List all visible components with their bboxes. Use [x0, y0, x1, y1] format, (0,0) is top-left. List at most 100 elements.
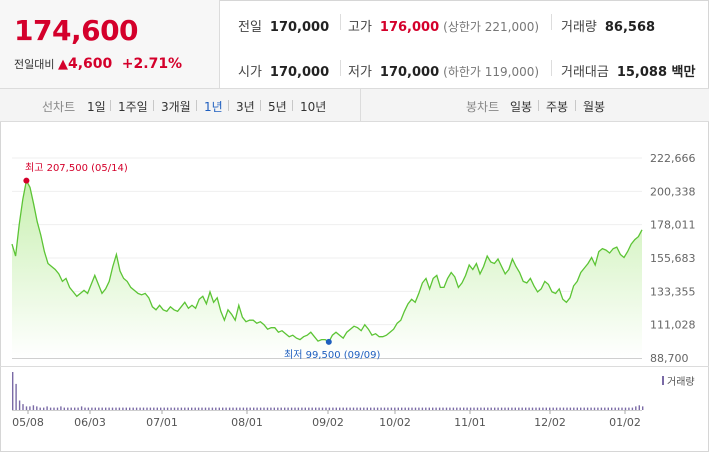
volume-bar [597, 407, 599, 410]
volume-bar [49, 407, 52, 410]
volume-bar [266, 407, 269, 410]
volume-bar [555, 407, 558, 410]
volume-bar [421, 407, 424, 410]
volume-bar [624, 407, 627, 410]
volume-bar [342, 407, 344, 410]
period-10y[interactable]: 10년 [300, 100, 327, 114]
separator [538, 100, 539, 111]
volume-bar [318, 407, 320, 410]
volume-bar [473, 407, 475, 410]
volume-bar [335, 407, 337, 410]
max-marker [23, 177, 30, 184]
volume-bar [277, 407, 279, 410]
period-1y[interactable]: 1년 [204, 100, 223, 114]
period-1w[interactable]: 1주일 [118, 100, 148, 114]
period-5y[interactable]: 5년 [268, 100, 287, 114]
volume-bar [297, 407, 300, 410]
volume-bar [531, 407, 534, 410]
volume-bar [435, 407, 437, 410]
volume-bar [642, 406, 644, 410]
volume-bar [438, 407, 441, 410]
x-tick-label: 01/02 [609, 416, 641, 429]
volume-bar [32, 405, 35, 411]
volume-bar [129, 407, 131, 410]
divider [340, 14, 341, 30]
volume-bar [156, 407, 158, 410]
candle-daily[interactable]: 일봉 [510, 100, 533, 114]
period-3m[interactable]: 3개월 [161, 100, 191, 114]
volume-bar [370, 407, 372, 410]
volume-bar [401, 407, 403, 410]
volume-bar [580, 407, 582, 410]
volume-bar [345, 407, 348, 410]
volume-bar [135, 407, 138, 410]
volume-bar [84, 407, 86, 410]
volume-bar [246, 407, 248, 410]
volume-bar [476, 407, 479, 410]
change-value: 4,600 [67, 56, 113, 72]
price-box: 174,600 전일대비 ▲4,600 +2.71% [0, 0, 220, 88]
volume-bar [270, 407, 272, 410]
volume-bar [339, 407, 341, 410]
volume-bar [614, 407, 616, 410]
volume-bar [356, 407, 358, 410]
volume-bar [325, 407, 327, 410]
volume-bar [153, 407, 155, 410]
volume-bar [573, 407, 575, 410]
volume-bar [301, 407, 303, 410]
volume-bar [583, 407, 585, 410]
volume-bar [387, 407, 389, 410]
separator [292, 100, 293, 111]
volume-bar [525, 407, 527, 410]
volume-bar [363, 407, 365, 410]
separator [228, 100, 229, 111]
volume-bar [514, 407, 516, 410]
stat-open: 시가 170,000 [238, 61, 329, 80]
volume-bar [163, 407, 165, 410]
volume-bar [87, 407, 90, 410]
volume-bar [290, 407, 293, 410]
volume-bar [383, 407, 386, 410]
volume-legend-swatch [662, 376, 664, 385]
candle-monthly[interactable]: 월봉 [583, 100, 606, 114]
period-1d[interactable]: 1일 [87, 100, 106, 114]
volume-bar [321, 407, 324, 410]
volume-bar [15, 383, 17, 410]
candle-weekly[interactable]: 주봉 [546, 100, 569, 114]
volume-bar [166, 407, 169, 410]
volume-legend: 거래량 [667, 376, 695, 388]
stat-value: 86,568 [604, 20, 656, 35]
volume-bar [376, 407, 379, 410]
volume-bar [232, 407, 234, 410]
volume-bar [538, 407, 541, 410]
stat-value: 15,088 백만 [616, 65, 696, 80]
volume-bar [490, 407, 492, 410]
volume-bar [576, 407, 578, 410]
volume-bar [552, 407, 554, 410]
volume-bar [22, 404, 24, 410]
stat-label: 거래대금 [561, 65, 609, 80]
x-tick-label: 09/02 [312, 416, 344, 429]
lower-limit: (하한가 119,000) [443, 65, 540, 79]
volume-bar [380, 407, 382, 410]
y-tick-label: 111,028 [650, 319, 696, 332]
up-arrow-icon: ▲ [57, 57, 68, 72]
change-row: 전일대비 ▲4,600 +2.71% [14, 56, 182, 72]
divider [551, 60, 552, 76]
volume-bar [411, 407, 413, 410]
separator [153, 100, 154, 111]
volume-bar [487, 407, 489, 410]
volume-bar [125, 407, 127, 410]
volume-bar [445, 407, 448, 410]
volume-bar [586, 407, 589, 410]
volume-bar [80, 406, 83, 410]
volume-bar [239, 407, 241, 410]
volume-bar [105, 407, 107, 410]
y-tick-label: 200,338 [650, 185, 696, 198]
volume-bar [463, 407, 465, 410]
volume-bar [146, 407, 148, 410]
period-3y[interactable]: 3년 [236, 100, 255, 114]
volume-bar [593, 407, 596, 410]
volume-bar [442, 407, 444, 410]
volume-bar [101, 407, 103, 410]
